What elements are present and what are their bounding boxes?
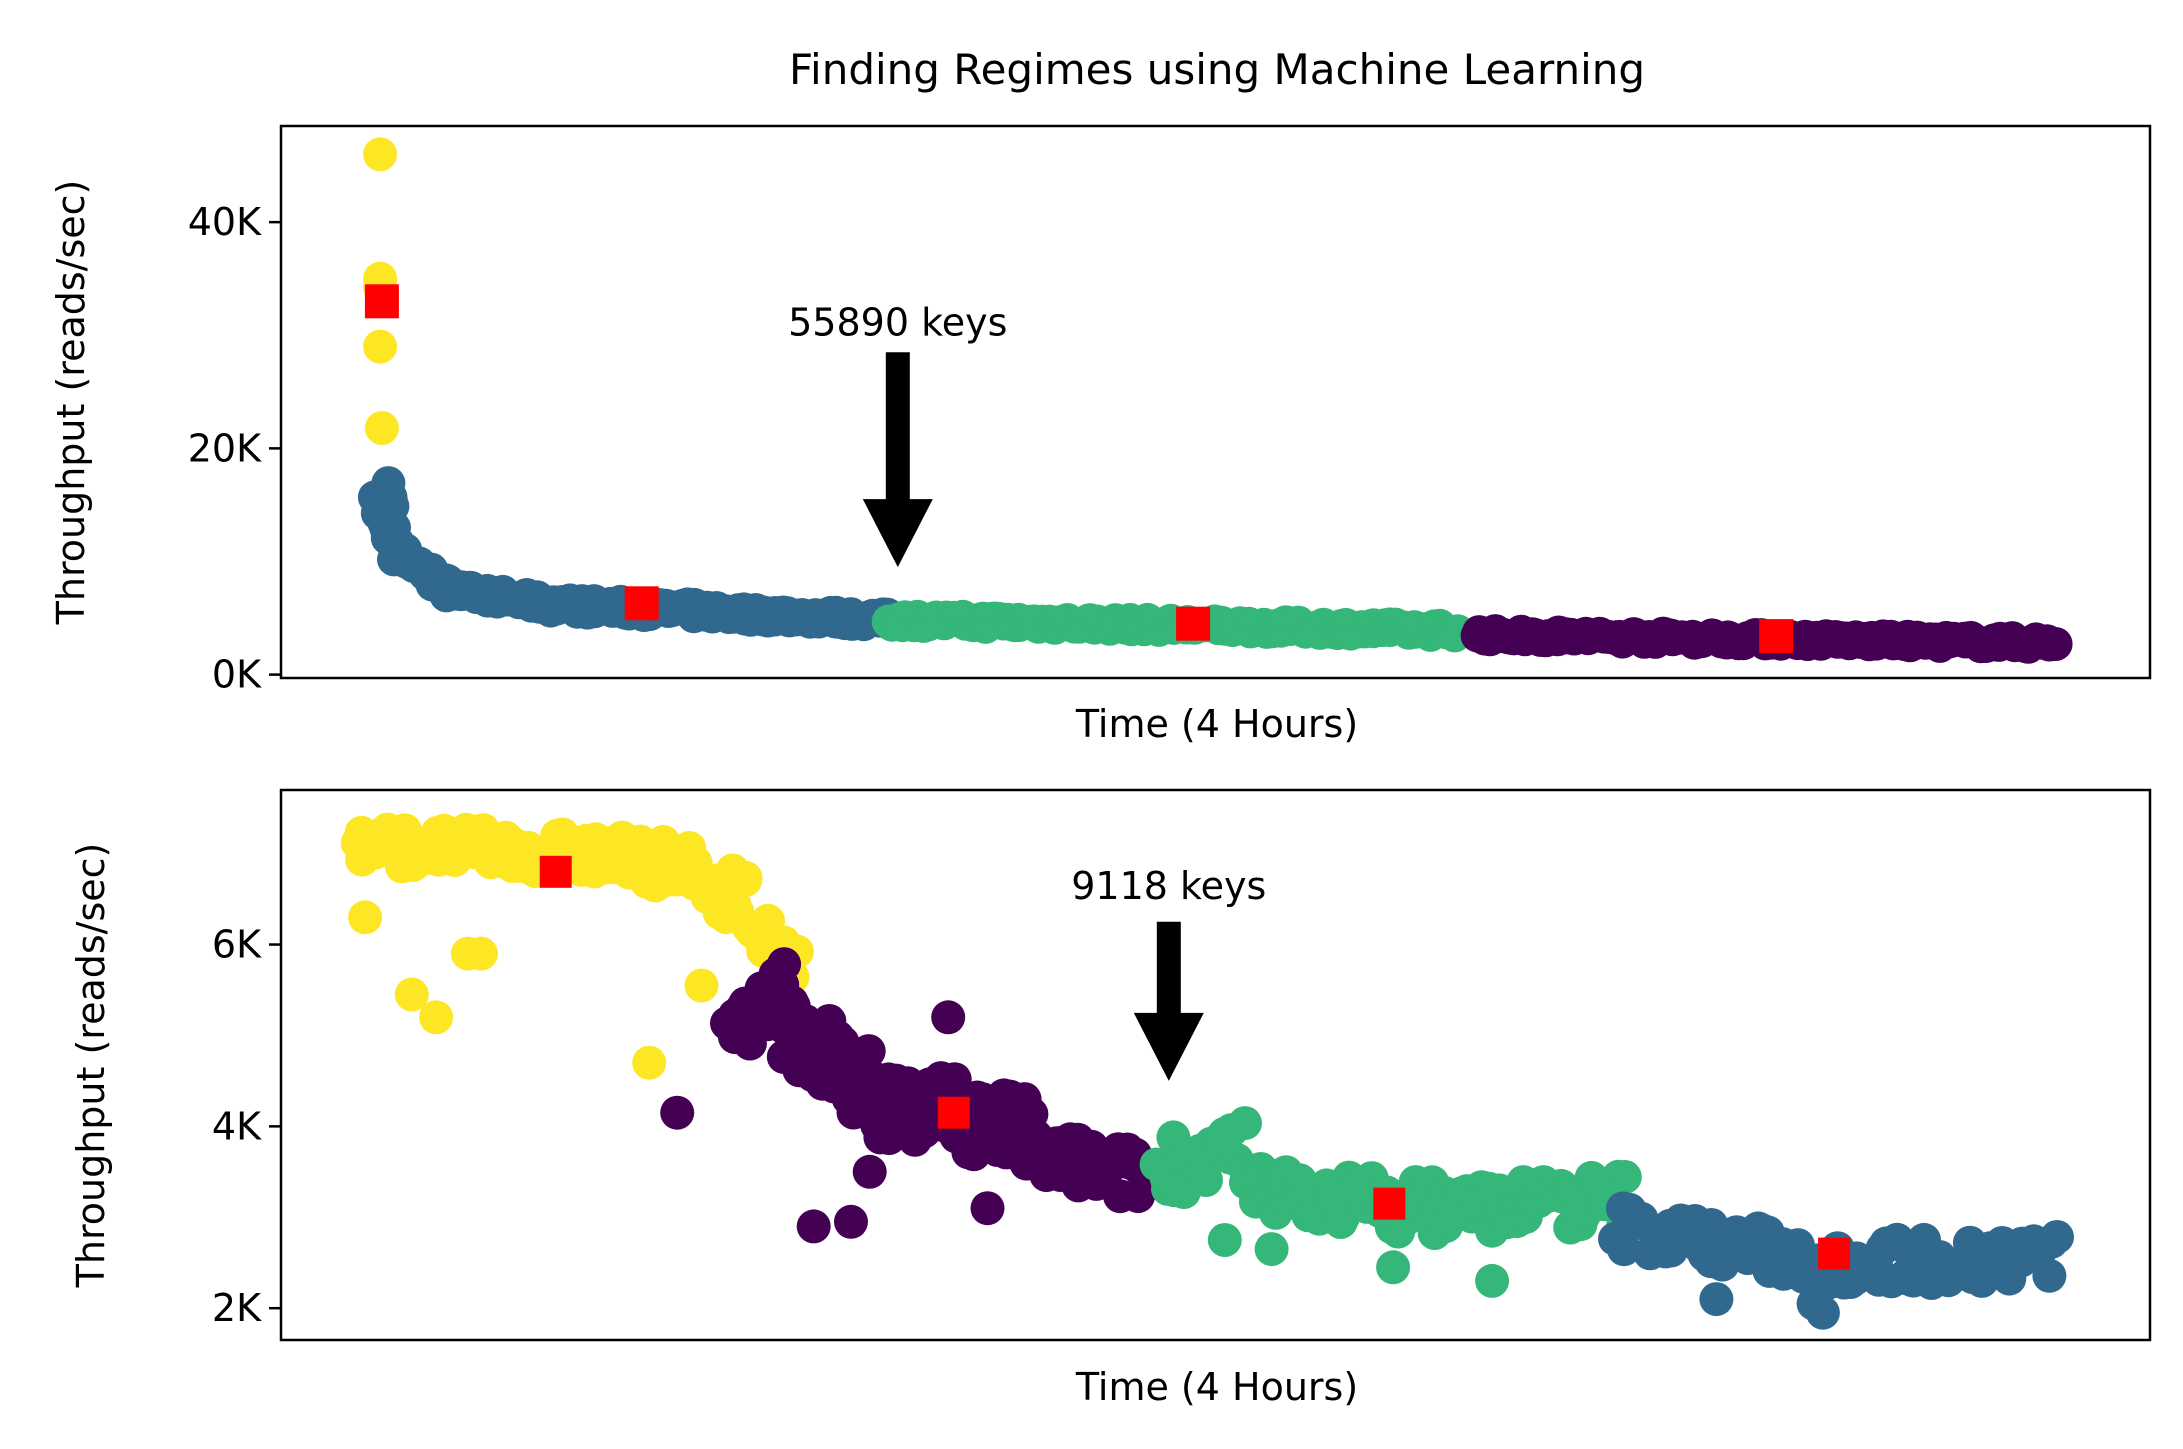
data-point bbox=[1228, 1106, 1262, 1141]
data-point bbox=[851, 1034, 886, 1069]
data-point bbox=[1189, 1163, 1223, 1197]
top-annotation: 55890 keys bbox=[788, 300, 1007, 568]
data-point bbox=[2040, 1220, 2074, 1254]
data-point bbox=[1376, 1250, 1411, 1285]
y-tick-label: 40K bbox=[188, 200, 262, 244]
top-x-axis-label: Time (4 Hours) bbox=[1075, 702, 1358, 746]
y-tick-label: 2K bbox=[212, 1286, 262, 1330]
bottom-annotation-arrow bbox=[1133, 921, 1204, 1081]
centroid-marker bbox=[937, 1096, 970, 1129]
top-centroids bbox=[364, 284, 1794, 654]
data-point bbox=[363, 329, 398, 364]
data-point bbox=[660, 1095, 695, 1130]
data-point bbox=[632, 1045, 667, 1080]
top-plot-frame bbox=[279, 124, 2152, 680]
data-point bbox=[852, 1154, 887, 1189]
y-tick-label: 6K bbox=[212, 923, 262, 967]
y-tick-label: 0K bbox=[212, 653, 262, 697]
data-point bbox=[363, 137, 398, 172]
data-point bbox=[394, 977, 429, 1012]
centroid-marker bbox=[1818, 1237, 1851, 1270]
data-point bbox=[684, 968, 719, 1003]
data-point bbox=[1607, 1232, 1641, 1267]
bottom-annotation-label: 9118 keys bbox=[1071, 864, 1266, 908]
bottom-points bbox=[340, 812, 2074, 1330]
centroid-marker bbox=[1759, 619, 1794, 654]
centroid-marker bbox=[1373, 1187, 1406, 1220]
data-point bbox=[728, 860, 763, 895]
data-point bbox=[834, 1204, 868, 1239]
bottom-panel: 9118 keys 2K 4K 6K Time (4 Hours) Throughp… bbox=[69, 788, 2152, 1409]
data-point bbox=[931, 1000, 966, 1035]
bottom-y-axis-label: Throughput (reads/sec) bbox=[69, 843, 113, 1289]
centroid-marker bbox=[539, 855, 572, 888]
data-point bbox=[1964, 1263, 1999, 1298]
chart-title: Finding Regimes using Machine Learning bbox=[789, 45, 1645, 94]
top-y-axis-label: Throughput (reads/sec) bbox=[49, 180, 93, 626]
data-point bbox=[1475, 1263, 1510, 1298]
data-point bbox=[927, 1063, 962, 1098]
y-tick-label: 4K bbox=[212, 1104, 262, 1148]
data-point bbox=[2038, 627, 2073, 661]
data-point bbox=[464, 936, 498, 971]
data-point bbox=[2032, 1258, 2067, 1293]
data-point bbox=[364, 411, 399, 445]
centroid-marker bbox=[364, 284, 399, 319]
bottom-x-axis-label: Time (4 Hours) bbox=[1075, 1365, 1358, 1409]
top-annotation-arrow bbox=[862, 352, 933, 568]
top-points bbox=[357, 137, 2073, 664]
data-point bbox=[1207, 1223, 1242, 1257]
data-point bbox=[796, 1209, 831, 1244]
data-point bbox=[419, 1000, 454, 1035]
y-tick-label: 20K bbox=[188, 426, 262, 470]
top-annotation-label: 55890 keys bbox=[788, 300, 1007, 344]
data-point bbox=[1805, 1295, 1840, 1330]
bottom-yticks: 2K 4K 6K bbox=[212, 923, 281, 1330]
bottom-annotation: 9118 keys bbox=[1071, 864, 1266, 1081]
bottom-plot-frame bbox=[279, 788, 2152, 1342]
top-yticks: 0K 20K 40K bbox=[188, 200, 281, 697]
data-point bbox=[767, 947, 802, 982]
top-panel: 55890 keys 0K 20K 40K Time (4 Hours) Throu… bbox=[49, 124, 2152, 746]
centroid-marker bbox=[1176, 606, 1211, 641]
data-point bbox=[1254, 1232, 1289, 1267]
centroid-marker bbox=[624, 586, 659, 621]
data-point bbox=[1699, 1282, 1734, 1317]
data-point bbox=[1607, 1160, 1642, 1194]
data-point bbox=[348, 900, 383, 935]
data-point bbox=[970, 1191, 1005, 1226]
bottom-centroids bbox=[539, 855, 1851, 1270]
